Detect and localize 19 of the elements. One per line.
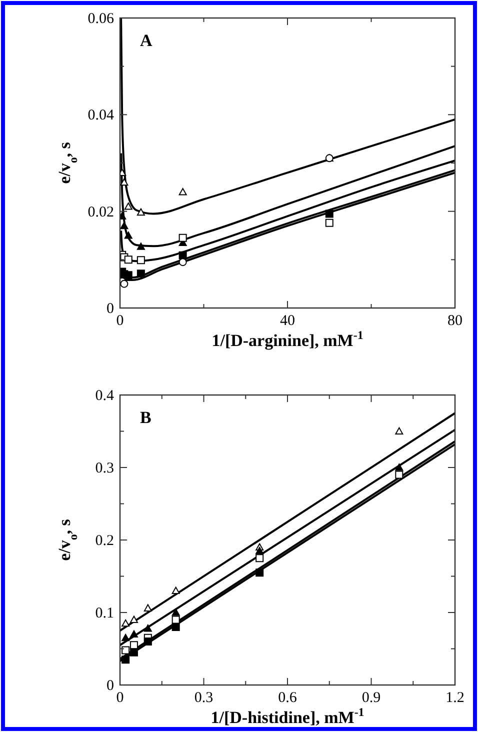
y-tick-label: 0.1 xyxy=(95,606,114,622)
x-tick-label: 0.3 xyxy=(194,690,214,706)
x-axis-title: 1/[D-arginine], mM$^{-1}$ xyxy=(212,328,364,350)
y-tick-label: 0 xyxy=(106,301,114,317)
text: B xyxy=(140,408,152,427)
y-tick-label: 0.04 xyxy=(88,108,114,124)
x-tick-label: 80 xyxy=(448,313,462,329)
y-tick-label: 0.3 xyxy=(95,460,114,476)
y-tick-label: 0.06 xyxy=(88,11,114,27)
y-tick-label: 0 xyxy=(106,678,114,694)
y-tick-label: 0.2 xyxy=(95,533,114,549)
x-axis-title: 1/[D-histidine], mM$^{-1}$ xyxy=(210,705,364,727)
x-tick-label: 0.6 xyxy=(278,690,298,706)
x-tick-label: 0.9 xyxy=(362,690,381,706)
x-tick-label: 40 xyxy=(280,313,295,329)
text: A xyxy=(140,31,153,50)
y-tick-label: 0.02 xyxy=(88,204,114,220)
x-tick-label: 1.2 xyxy=(446,690,464,706)
y-tick-label: 0.4 xyxy=(95,388,114,404)
